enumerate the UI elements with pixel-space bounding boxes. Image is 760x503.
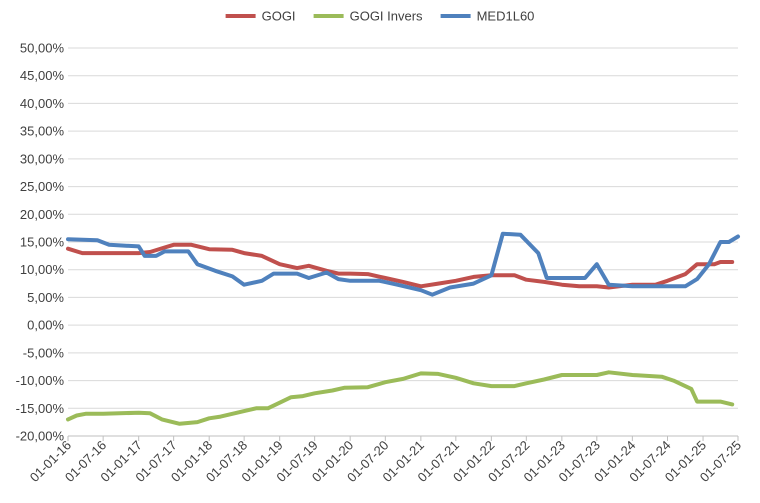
- legend-label: MED1L60: [477, 9, 535, 24]
- legend-label: GOGI Invers: [350, 9, 423, 24]
- y-tick-label: 5,00%: [27, 290, 64, 305]
- y-tick-label: 20,00%: [20, 207, 65, 222]
- series-lines: [66, 231, 740, 426]
- y-tick-label: 35,00%: [20, 124, 65, 139]
- y-tick-label: -10,00%: [16, 373, 65, 388]
- y-tick-label: 25,00%: [20, 179, 65, 194]
- y-tick-label: 0,00%: [27, 318, 64, 333]
- y-tick-label: 50,00%: [20, 41, 65, 56]
- y-tick-label: 30,00%: [20, 151, 65, 166]
- legend-item: GOGI Invers: [313, 9, 423, 24]
- series-line-med1l60: [66, 231, 740, 297]
- y-tick-label: 40,00%: [20, 96, 65, 111]
- y-tick-label: -5,00%: [23, 345, 65, 360]
- x-axis: 01-01-1601-07-1601-01-1701-07-1701-01-18…: [27, 435, 744, 485]
- gridlines: [68, 47, 738, 437]
- y-tick-label: -15,00%: [16, 401, 65, 416]
- y-tick-label: -20,00%: [16, 429, 65, 444]
- chart-legend: GOGI GOGI Invers MED1L60: [225, 9, 535, 24]
- y-tick-label: 45,00%: [20, 68, 65, 83]
- y-tick-label: 15,00%: [20, 235, 65, 250]
- y-axis-tick-labels: -20,00% -15,00% -10,00% -5,00% 0,00% 5,00% 10,…: [16, 41, 65, 444]
- legend-item: GOGI: [225, 9, 296, 24]
- legend-item: MED1L60: [440, 9, 535, 24]
- y-tick-label: 10,00%: [20, 262, 65, 277]
- legend-label: GOGI: [262, 9, 296, 24]
- series-line-gogi-invers: [66, 370, 735, 426]
